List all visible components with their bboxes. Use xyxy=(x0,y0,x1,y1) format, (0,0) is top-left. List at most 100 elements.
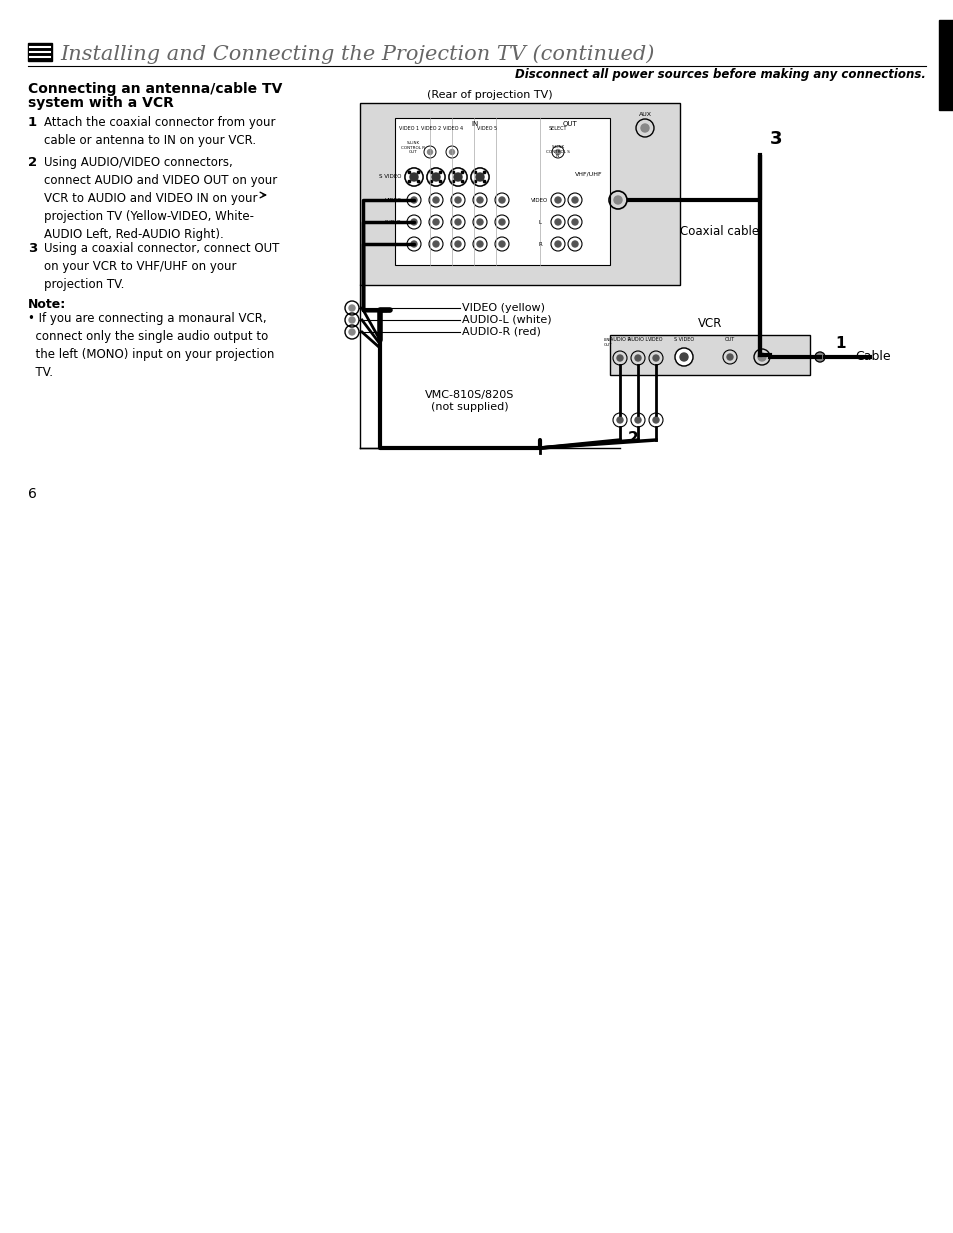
Text: VIDEO: VIDEO xyxy=(384,197,401,202)
Text: OUT: OUT xyxy=(562,121,577,127)
Text: IN: IN xyxy=(471,121,478,127)
Text: Cable: Cable xyxy=(854,350,890,364)
Circle shape xyxy=(432,173,439,181)
Circle shape xyxy=(635,417,640,423)
Circle shape xyxy=(449,149,454,154)
Circle shape xyxy=(408,180,410,182)
Text: Connecting an antenna/cable TV: Connecting an antenna/cable TV xyxy=(28,83,282,96)
Circle shape xyxy=(455,197,460,203)
Circle shape xyxy=(483,180,485,182)
Text: Using a coaxial connector, connect OUT
on your VCR to VHF/UHF on your
projection: Using a coaxial connector, connect OUT o… xyxy=(44,242,279,291)
Circle shape xyxy=(652,355,659,361)
Text: (Rear of projection TV): (Rear of projection TV) xyxy=(427,90,552,100)
Text: VIDEO 5: VIDEO 5 xyxy=(476,126,497,131)
Text: AUDIO R: AUDIO R xyxy=(609,337,630,342)
Circle shape xyxy=(614,196,621,203)
Text: L: L xyxy=(537,219,541,224)
Text: 3: 3 xyxy=(28,242,37,255)
Text: AUX: AUX xyxy=(638,112,651,117)
Circle shape xyxy=(474,180,476,182)
Circle shape xyxy=(411,240,416,247)
Text: Disconnect all power sources before making any connections.: Disconnect all power sources before maki… xyxy=(515,68,925,81)
Circle shape xyxy=(433,240,438,247)
Circle shape xyxy=(555,197,560,203)
Circle shape xyxy=(652,417,659,423)
Circle shape xyxy=(349,317,355,323)
Text: 2: 2 xyxy=(627,432,639,446)
Circle shape xyxy=(572,219,578,224)
Circle shape xyxy=(405,168,422,186)
Circle shape xyxy=(814,351,824,363)
Circle shape xyxy=(417,180,419,182)
Text: Attach the coaxial connector from your
cable or antenna to IN on your VCR.: Attach the coaxial connector from your c… xyxy=(44,116,275,147)
Circle shape xyxy=(417,171,419,174)
Circle shape xyxy=(427,168,444,186)
Circle shape xyxy=(349,305,355,311)
Circle shape xyxy=(461,171,463,174)
Text: VHF/UHF: VHF/UHF xyxy=(575,171,602,176)
Circle shape xyxy=(498,219,504,224)
Circle shape xyxy=(498,197,504,203)
Circle shape xyxy=(455,219,460,224)
Text: 2: 2 xyxy=(28,157,37,169)
Circle shape xyxy=(555,149,560,154)
Text: 3: 3 xyxy=(769,129,781,148)
Circle shape xyxy=(430,171,432,174)
Circle shape xyxy=(617,417,622,423)
Text: S-LINK
CONTROL S
IN: S-LINK CONTROL S IN xyxy=(545,145,569,158)
Circle shape xyxy=(433,219,438,224)
Text: VIDEO 4: VIDEO 4 xyxy=(442,126,462,131)
Text: Coaxial cable: Coaxial cable xyxy=(679,224,759,238)
Text: SELECT: SELECT xyxy=(548,126,567,131)
Circle shape xyxy=(439,171,441,174)
Circle shape xyxy=(476,197,482,203)
Bar xyxy=(28,43,52,60)
Circle shape xyxy=(476,219,482,224)
Text: S VIDEO: S VIDEO xyxy=(379,175,401,180)
Circle shape xyxy=(411,197,416,203)
Text: AUDIO: AUDIO xyxy=(384,219,401,224)
Circle shape xyxy=(498,240,504,247)
Circle shape xyxy=(640,125,648,132)
Circle shape xyxy=(474,171,476,174)
Circle shape xyxy=(635,355,640,361)
Bar xyxy=(395,118,609,265)
Circle shape xyxy=(452,180,455,182)
Text: OUT: OUT xyxy=(724,337,735,342)
Text: VIDEO 2: VIDEO 2 xyxy=(420,126,440,131)
Circle shape xyxy=(349,329,355,335)
Text: Installing and Connecting the Projection TV (continued): Installing and Connecting the Projection… xyxy=(60,44,654,64)
Text: Note:: Note: xyxy=(28,298,66,311)
Text: VIDEO: VIDEO xyxy=(531,197,548,202)
Text: AUDIO-R (red): AUDIO-R (red) xyxy=(461,327,540,337)
Bar xyxy=(359,104,679,285)
Circle shape xyxy=(449,168,467,186)
Text: VIDEO (yellow): VIDEO (yellow) xyxy=(461,303,544,313)
Text: LINE
OUT: LINE OUT xyxy=(603,338,612,346)
Text: AUDIO L: AUDIO L xyxy=(627,337,647,342)
Bar xyxy=(609,335,809,375)
Circle shape xyxy=(572,197,578,203)
Text: system with a VCR: system with a VCR xyxy=(28,96,173,110)
Text: S VIDEO: S VIDEO xyxy=(673,337,694,342)
Circle shape xyxy=(726,354,732,360)
Circle shape xyxy=(411,219,416,224)
Circle shape xyxy=(679,353,687,361)
Circle shape xyxy=(410,173,417,181)
Circle shape xyxy=(675,348,692,366)
Text: • If you are connecting a monaural VCR,
  connect only the single audio output t: • If you are connecting a monaural VCR, … xyxy=(28,312,274,379)
Circle shape xyxy=(433,197,438,203)
Circle shape xyxy=(430,180,432,182)
Circle shape xyxy=(454,173,461,181)
Circle shape xyxy=(439,180,441,182)
Text: 1: 1 xyxy=(834,337,844,351)
Text: S-LINK
CONTROL R
OUT: S-LINK CONTROL R OUT xyxy=(400,141,425,154)
Bar xyxy=(938,20,953,110)
Circle shape xyxy=(555,240,560,247)
Text: AUDIO-L (white): AUDIO-L (white) xyxy=(461,314,551,326)
Text: 6: 6 xyxy=(28,487,37,501)
Text: VIDEO 1: VIDEO 1 xyxy=(398,126,418,131)
Text: 1: 1 xyxy=(28,116,37,129)
Circle shape xyxy=(483,171,485,174)
Circle shape xyxy=(427,149,432,154)
